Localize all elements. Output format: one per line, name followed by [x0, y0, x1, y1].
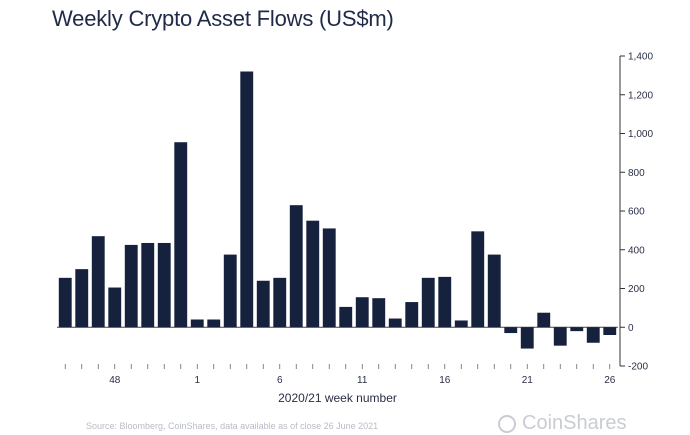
bar: [372, 298, 386, 328]
bar: [91, 236, 105, 328]
bar: [388, 318, 402, 328]
x-tick-label: 1: [194, 375, 200, 386]
y-tick-label: 600: [628, 207, 645, 218]
bar: [570, 327, 584, 332]
bar: [289, 205, 303, 328]
bar: [421, 277, 435, 328]
bar: [339, 306, 353, 328]
bar: [603, 327, 617, 335]
x-tick-label: 6: [277, 375, 283, 386]
bar: [141, 242, 155, 328]
bar: [520, 327, 534, 349]
bar: [355, 297, 369, 328]
bar: [454, 320, 468, 328]
y-tick-label: 200: [628, 284, 645, 295]
y-tick-label: 1,000: [628, 129, 653, 140]
bar: [157, 242, 171, 328]
bar: [256, 280, 270, 328]
bar: [405, 302, 419, 328]
y-tick-label: 1,400: [628, 52, 653, 63]
y-tick-label: 0: [628, 323, 634, 334]
brand-logo: CoinShares: [498, 412, 627, 435]
source-note: Source: Bloomberg, CoinShares, data avai…: [86, 421, 379, 431]
bar: [240, 71, 254, 328]
bar: [471, 231, 485, 328]
bar: [124, 244, 138, 328]
bar: [75, 269, 89, 328]
bar: [438, 276, 452, 328]
y-tick-label: 800: [628, 168, 645, 179]
x-axis-title: 2020/21 week number: [278, 391, 397, 405]
bar: [537, 312, 551, 328]
bar: [306, 220, 320, 328]
x-tick-label: 11: [357, 375, 368, 386]
bar: [108, 287, 122, 328]
bar: [586, 327, 600, 343]
bar: [273, 277, 287, 328]
bar: [504, 327, 518, 334]
bar: [487, 254, 501, 328]
y-tick-label: 1,200: [628, 90, 653, 101]
bar: [207, 319, 221, 328]
x-tick-label: 21: [522, 375, 534, 386]
bar: [58, 277, 72, 328]
brand-logo-text: CoinShares: [522, 412, 627, 434]
bar: [223, 254, 237, 328]
bar: [174, 142, 188, 328]
x-tick-label: 16: [439, 375, 451, 386]
x-tick-label: 48: [109, 375, 121, 386]
y-tick-label: 400: [628, 245, 645, 256]
chart-title: Weekly Crypto Asset Flows (US$m): [52, 6, 394, 31]
bar: [553, 327, 567, 346]
bar: [322, 228, 336, 328]
y-tick-label: -200: [628, 362, 648, 373]
bar: [190, 319, 204, 328]
x-tick-label: 26: [604, 375, 616, 386]
